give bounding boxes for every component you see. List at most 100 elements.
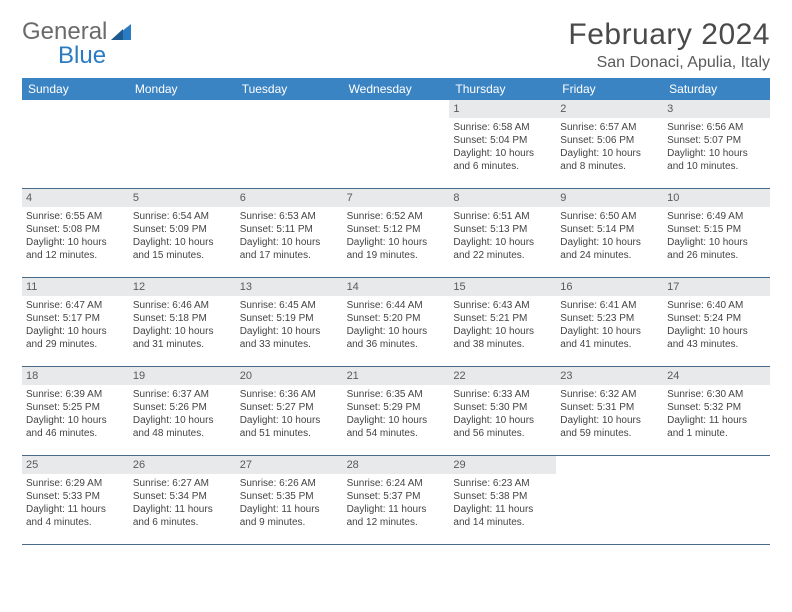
day-details: Sunrise: 6:39 AMSunset: 5:25 PMDaylight:… [26, 388, 125, 440]
day-number: 29 [449, 456, 556, 474]
day-cell: 26Sunrise: 6:27 AMSunset: 5:34 PMDayligh… [129, 456, 236, 544]
day-number: 7 [343, 189, 450, 207]
day-number: 19 [129, 367, 236, 385]
day-details: Sunrise: 6:52 AMSunset: 5:12 PMDaylight:… [347, 210, 446, 262]
day-number: 12 [129, 278, 236, 296]
weekday-cell: Monday [129, 78, 236, 100]
day-details: Sunrise: 6:51 AMSunset: 5:13 PMDaylight:… [453, 210, 552, 262]
day-details: Sunrise: 6:44 AMSunset: 5:20 PMDaylight:… [347, 299, 446, 351]
day-details: Sunrise: 6:46 AMSunset: 5:18 PMDaylight:… [133, 299, 232, 351]
empty-cell [236, 100, 343, 188]
day-cell: 21 Sunrise: 6:35 AMSunset: 5:29 PMDayligh… [343, 367, 450, 455]
day-cell: 10 Sunrise: 6:49 AMSunset: 5:15 PMDayligh… [663, 189, 770, 277]
week-row: 18 Sunrise: 6:39 AMSunset: 5:25 PMDayligh… [22, 367, 770, 456]
weekday-cell: Sunday [22, 78, 129, 100]
day-cell: 5Sunrise: 6:54 AMSunset: 5:09 PMDaylight… [129, 189, 236, 277]
day-details: Sunrise: 6:26 AMSunset: 5:35 PMDaylight:… [240, 477, 339, 529]
day-cell: 17 Sunrise: 6:40 AMSunset: 5:24 PMDayligh… [663, 278, 770, 366]
day-cell: 20Sunrise: 6:36 AMSunset: 5:27 PMDayligh… [236, 367, 343, 455]
day-details: Sunrise: 6:43 AMSunset: 5:21 PMDaylight:… [453, 299, 552, 351]
day-cell: 25Sunrise: 6:29 AMSunset: 5:33 PMDayligh… [22, 456, 129, 544]
day-details: Sunrise: 6:27 AMSunset: 5:34 PMDaylight:… [133, 477, 232, 529]
day-number: 15 [449, 278, 556, 296]
day-cell: 15 Sunrise: 6:43 AMSunset: 5:21 PMDayligh… [449, 278, 556, 366]
day-number: 2 [556, 100, 663, 118]
day-cell: 28 Sunrise: 6:24 AMSunset: 5:37 PMDayligh… [343, 456, 450, 544]
empty-cell [129, 100, 236, 188]
day-number: 4 [22, 189, 129, 207]
day-cell: 23Sunrise: 6:32 AMSunset: 5:31 PMDayligh… [556, 367, 663, 455]
day-details: Sunrise: 6:35 AMSunset: 5:29 PMDaylight:… [347, 388, 446, 440]
day-cell: 18 Sunrise: 6:39 AMSunset: 5:25 PMDayligh… [22, 367, 129, 455]
week-row: 25Sunrise: 6:29 AMSunset: 5:33 PMDayligh… [22, 456, 770, 545]
day-cell: 11 Sunrise: 6:47 AMSunset: 5:17 PMDayligh… [22, 278, 129, 366]
week-row: 11 Sunrise: 6:47 AMSunset: 5:17 PMDayligh… [22, 278, 770, 367]
day-cell: 12 Sunrise: 6:46 AMSunset: 5:18 PMDayligh… [129, 278, 236, 366]
day-cell: 27 Sunrise: 6:26 AMSunset: 5:35 PMDayligh… [236, 456, 343, 544]
day-number: 1 [449, 100, 556, 118]
day-number: 28 [343, 456, 450, 474]
day-details: Sunrise: 6:49 AMSunset: 5:15 PMDaylight:… [667, 210, 766, 262]
empty-cell [556, 456, 663, 544]
day-number: 11 [22, 278, 129, 296]
day-cell: 6Sunrise: 6:53 AMSunset: 5:11 PMDaylight… [236, 189, 343, 277]
day-cell: 2 Sunrise: 6:57 AMSunset: 5:06 PMDaylight… [556, 100, 663, 188]
day-number: 18 [22, 367, 129, 385]
day-number: 14 [343, 278, 450, 296]
day-cell: 9 Sunrise: 6:50 AMSunset: 5:14 PMDaylight… [556, 189, 663, 277]
day-cell: 4Sunrise: 6:55 AMSunset: 5:08 PMDaylight… [22, 189, 129, 277]
week-row: 4Sunrise: 6:55 AMSunset: 5:08 PMDaylight… [22, 189, 770, 278]
day-cell: 16 Sunrise: 6:41 AMSunset: 5:23 PMDayligh… [556, 278, 663, 366]
weekday-cell: Saturday [663, 78, 770, 100]
empty-cell [663, 456, 770, 544]
day-cell: 14 Sunrise: 6:44 AMSunset: 5:20 PMDayligh… [343, 278, 450, 366]
day-number: 10 [663, 189, 770, 207]
day-details: Sunrise: 6:54 AMSunset: 5:09 PMDaylight:… [133, 210, 232, 262]
day-number: 22 [449, 367, 556, 385]
day-number: 23 [556, 367, 663, 385]
day-number: 17 [663, 278, 770, 296]
day-number: 16 [556, 278, 663, 296]
day-number: 21 [343, 367, 450, 385]
logo-text-2: Blue [58, 42, 106, 70]
title-block: February 2024 San Donaci, Apulia, Italy [568, 18, 770, 72]
day-details: Sunrise: 6:40 AMSunset: 5:24 PMDaylight:… [667, 299, 766, 351]
logo-sail-icon [109, 22, 135, 44]
day-cell: 13Sunrise: 6:45 AMSunset: 5:19 PMDayligh… [236, 278, 343, 366]
calendar: SundayMondayTuesdayWednesdayThursdayFrid… [22, 78, 770, 545]
day-number: 9 [556, 189, 663, 207]
empty-cell [343, 100, 450, 188]
empty-cell [22, 100, 129, 188]
day-details: Sunrise: 6:47 AMSunset: 5:17 PMDaylight:… [26, 299, 125, 351]
day-details: Sunrise: 6:33 AMSunset: 5:30 PMDaylight:… [453, 388, 552, 440]
day-number: 25 [22, 456, 129, 474]
month-title: February 2024 [568, 18, 770, 52]
day-cell: 24 Sunrise: 6:30 AMSunset: 5:32 PMDayligh… [663, 367, 770, 455]
day-details: Sunrise: 6:30 AMSunset: 5:32 PMDaylight:… [667, 388, 766, 440]
day-number: 20 [236, 367, 343, 385]
day-details: Sunrise: 6:41 AMSunset: 5:23 PMDaylight:… [560, 299, 659, 351]
weekday-cell: Wednesday [343, 78, 450, 100]
header: General Blue February 2024 San Donaci, A… [22, 18, 770, 72]
day-details: Sunrise: 6:24 AMSunset: 5:37 PMDaylight:… [347, 477, 446, 529]
weekday-cell: Friday [556, 78, 663, 100]
day-details: Sunrise: 6:57 AMSunset: 5:06 PMDaylight:… [560, 121, 659, 173]
day-number: 3 [663, 100, 770, 118]
day-cell: 22 Sunrise: 6:33 AMSunset: 5:30 PMDayligh… [449, 367, 556, 455]
day-number: 6 [236, 189, 343, 207]
day-cell: 8 Sunrise: 6:51 AMSunset: 5:13 PMDaylight… [449, 189, 556, 277]
day-number: 27 [236, 456, 343, 474]
weeks-container: 1 Sunrise: 6:58 AMSunset: 5:04 PMDaylight… [22, 100, 770, 545]
day-details: Sunrise: 6:58 AMSunset: 5:04 PMDaylight:… [453, 121, 552, 173]
day-number: 8 [449, 189, 556, 207]
day-cell: 19 Sunrise: 6:37 AMSunset: 5:26 PMDayligh… [129, 367, 236, 455]
weekday-cell: Tuesday [236, 78, 343, 100]
weekday-header: SundayMondayTuesdayWednesdayThursdayFrid… [22, 78, 770, 100]
day-details: Sunrise: 6:50 AMSunset: 5:14 PMDaylight:… [560, 210, 659, 262]
day-details: Sunrise: 6:37 AMSunset: 5:26 PMDaylight:… [133, 388, 232, 440]
day-number: 24 [663, 367, 770, 385]
week-row: 1 Sunrise: 6:58 AMSunset: 5:04 PMDaylight… [22, 100, 770, 189]
day-details: Sunrise: 6:23 AMSunset: 5:38 PMDaylight:… [453, 477, 552, 529]
calendar-page: General Blue February 2024 San Donaci, A… [0, 0, 792, 563]
day-details: Sunrise: 6:56 AMSunset: 5:07 PMDaylight:… [667, 121, 766, 173]
